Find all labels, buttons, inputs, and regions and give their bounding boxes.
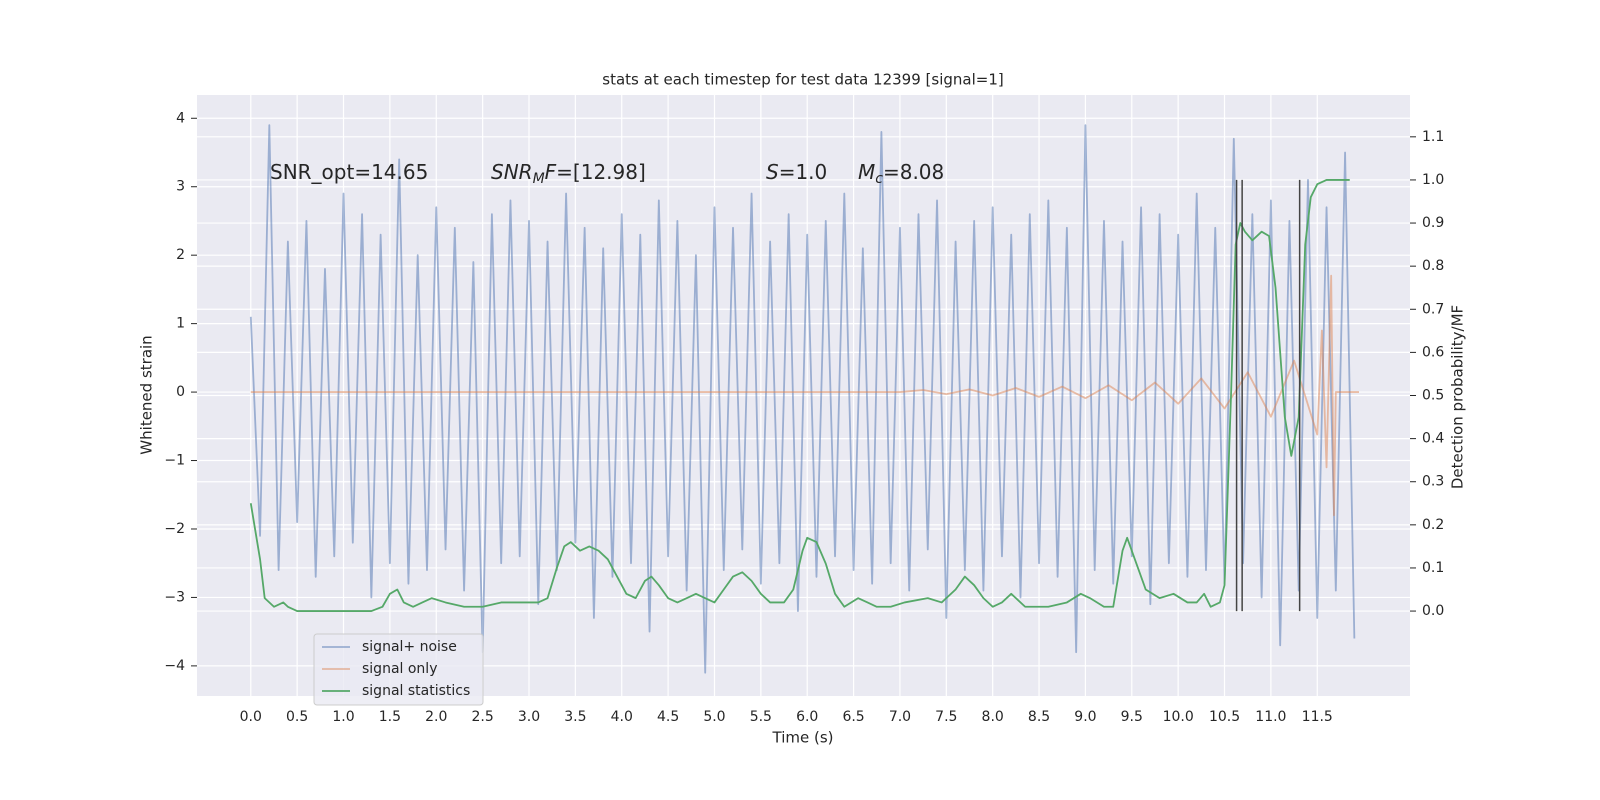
series-line <box>249 124 1356 674</box>
x-tick-label: 10.0 <box>1163 709 1194 725</box>
annotation-part: SNR_opt=14.65 <box>270 160 428 184</box>
x-tick-label: 4.5 <box>657 709 679 725</box>
legend-box <box>313 633 484 706</box>
annotation: SNRMF=[12.98] <box>491 160 646 188</box>
y-tick-label: 3 <box>176 179 185 195</box>
series-line <box>250 274 1359 517</box>
x-tick-label: 0.5 <box>286 709 308 725</box>
x-tick-label: 5.5 <box>750 709 772 725</box>
x-tick-label: 6.0 <box>796 709 818 725</box>
x-tick-label: 4.0 <box>611 709 633 725</box>
y2-tick-label: 0.8 <box>1422 258 1444 274</box>
x-tick-label: 7.0 <box>889 709 911 725</box>
y-tick-label: 0 <box>176 384 185 400</box>
x-axis-label: Time (s) <box>772 729 834 747</box>
annotation-part: c <box>875 171 883 187</box>
annotation-part: M <box>858 160 875 184</box>
x-tick-label: 8.0 <box>982 709 1004 725</box>
annotation-part: S <box>766 160 779 184</box>
annotation-part: F <box>545 160 557 184</box>
y-tick-label: 4 <box>176 110 185 126</box>
annotation-part: =8.08 <box>883 160 944 184</box>
y2-tick-label: 0.0 <box>1422 603 1444 619</box>
y2-tick-label: 1.0 <box>1422 172 1444 188</box>
x-tick-label: 9.0 <box>1074 709 1096 725</box>
legend: signal+ noise signal only signal statistic… <box>313 633 484 706</box>
annotation: Mc=8.08 <box>858 160 944 188</box>
annotation-part: =[12.98] <box>556 160 646 184</box>
x-tick-label: 1.5 <box>379 709 401 725</box>
annotation: S=1.0 <box>766 160 827 184</box>
x-tick-label: 10.5 <box>1209 709 1240 725</box>
y-tick-label: −1 <box>164 453 185 469</box>
x-tick-label: 3.5 <box>564 709 586 725</box>
marks <box>249 124 1359 674</box>
annotation-part: SNR <box>491 160 533 184</box>
y-tick-label: −2 <box>164 521 185 537</box>
x-tick-label: 11.0 <box>1255 709 1286 725</box>
y2-tick-label: 0.6 <box>1422 344 1444 360</box>
x-tick-label: 0.0 <box>240 709 262 725</box>
x-tick-label: 3.0 <box>518 709 540 725</box>
y2-tick-label: 0.3 <box>1422 474 1444 490</box>
y2-tick-label: 0.9 <box>1422 215 1444 231</box>
series-line <box>249 179 1350 612</box>
annotation-part: =1.0 <box>779 160 828 184</box>
x-tick-label: 5.0 <box>703 709 725 725</box>
x-tick-label: 7.5 <box>935 709 957 725</box>
x-tick-label: 1.0 <box>332 709 354 725</box>
y-axis-label: Whitened strain <box>138 335 156 454</box>
y2-tick-label: 1.1 <box>1422 129 1444 145</box>
x-tick-label: 2.0 <box>425 709 447 725</box>
x-tick-label: 2.5 <box>471 709 493 725</box>
legend-label: signal+ noise <box>362 639 457 655</box>
legend-label: signal statistics <box>362 683 470 699</box>
y2-tick-label: 0.4 <box>1422 431 1444 447</box>
y2-axis-label: Detection probability/MF <box>1449 305 1467 489</box>
y2-tick-label: 0.5 <box>1422 388 1444 404</box>
x-tick-label: 11.5 <box>1302 709 1333 725</box>
x-tick-label: 9.5 <box>1121 709 1143 725</box>
annotations: SNR_opt=14.65 SNRMF=[12.98] S=1.0 Mc=8.08 <box>270 160 944 188</box>
y2-tick-label: 0.1 <box>1422 560 1444 576</box>
y2-tick-label: 0.7 <box>1422 301 1444 317</box>
y-tick-label: 1 <box>176 316 185 332</box>
y2-tick-label: 0.2 <box>1422 517 1444 533</box>
legend-label: signal only <box>362 661 437 677</box>
x-tick-label: 8.5 <box>1028 709 1050 725</box>
annotation: SNR_opt=14.65 <box>270 160 428 184</box>
x-tick-label: 6.5 <box>842 709 864 725</box>
annotation-part: M <box>533 171 545 187</box>
y-tick-label: 2 <box>176 247 185 263</box>
grid: 0.0 0.5 1.0 1.5 2.0 2.5 3.0 3.5 4.0 4.5 5.0 5.5 6.0 6… <box>164 95 1444 725</box>
chart-title: stats at each timestep for test data 123… <box>602 71 1003 89</box>
y-tick-label: −3 <box>164 589 185 605</box>
y-tick-label: −4 <box>164 658 185 674</box>
